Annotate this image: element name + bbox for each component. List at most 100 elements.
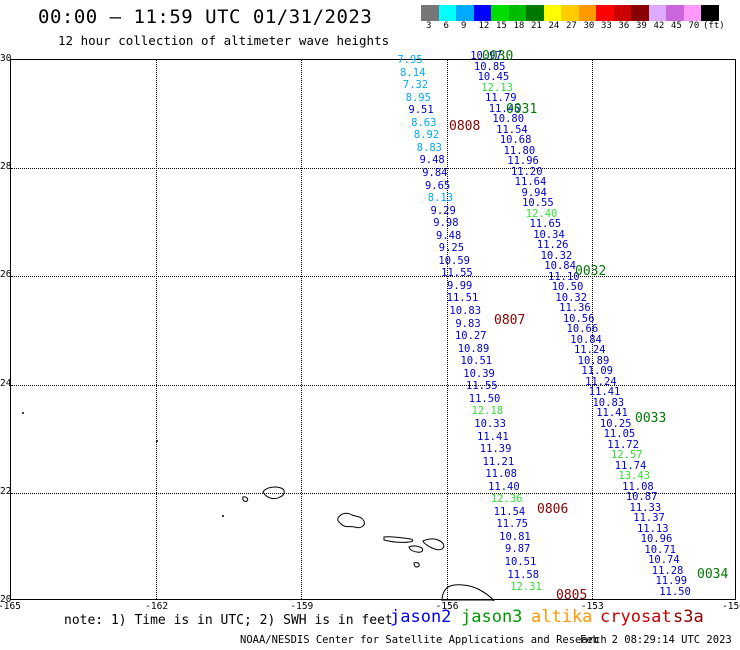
track-time-label: 0808 <box>449 119 481 134</box>
wave-height-value: 11.72 <box>607 438 639 451</box>
hawaii-islands-outline <box>22 412 495 601</box>
wave-height-value: 9.51 <box>408 104 434 117</box>
track-time-label: 0034 <box>697 567 729 582</box>
lat-label: 24 <box>0 377 12 389</box>
footer-credit: NOAA/NESDIS Center for Satellite Applica… <box>240 634 607 646</box>
wave-height-value: 11.75 <box>496 518 528 531</box>
legend-swatch <box>578 5 596 21</box>
legend-swatch <box>561 5 579 21</box>
wave-height-value: 7.32 <box>402 79 429 92</box>
wave-height-value: 10.45 <box>477 71 510 83</box>
wave-height-value: 10.68 <box>499 134 532 146</box>
lon-gridline <box>446 60 448 599</box>
legend-swatch <box>421 5 439 21</box>
wave-height-value: 10.81 <box>499 530 531 543</box>
wave-height-value: 8.83 <box>416 141 442 154</box>
lon-label: -165 <box>0 601 21 612</box>
legend-swatch <box>683 5 701 21</box>
wave-height-value: 11.20 <box>510 165 543 178</box>
wave-height-value: 11.54 <box>496 123 528 136</box>
lat-label: 22 <box>0 485 12 497</box>
wave-height-value: 7.95 <box>397 54 423 66</box>
legend-label: 18 <box>513 21 525 31</box>
wave-height-value: 11.58 <box>507 568 540 581</box>
wave-height-value: 11.80 <box>503 144 536 157</box>
wave-height-value: 11.08 <box>622 480 654 493</box>
wave-height-value: 11.79 <box>485 92 517 104</box>
lat-label: 28 <box>0 161 12 173</box>
wave-height-value: 11.24 <box>585 375 617 388</box>
wave-height-value: 10.87 <box>625 491 658 503</box>
wave-height-value: 9.94 <box>521 186 547 199</box>
wave-height-value: 9.25 <box>438 242 465 255</box>
track-time-label: 0031 <box>506 102 538 117</box>
legend-swatch <box>666 5 684 21</box>
wave-height-value: 10.59 <box>438 254 470 267</box>
legend-swatch <box>438 5 456 21</box>
lat-label: 26 <box>0 269 12 281</box>
wave-height-value: 9.48 <box>419 154 445 167</box>
wave-height-value: 9.83 <box>455 317 481 330</box>
lat-gridline <box>11 168 735 170</box>
wave-height-value: 10.84 <box>544 260 576 272</box>
color-scale-legend <box>421 5 719 21</box>
page-title: 00:00 — 11:59 UTC 01/31/2023 <box>38 6 373 28</box>
wave-height-value: 10.71 <box>644 543 676 556</box>
legend-label: 9 <box>461 21 467 31</box>
wave-height-value: 10.80 <box>492 113 525 125</box>
legend-swatch <box>508 5 526 21</box>
wave-height-value: 11.24 <box>573 344 606 356</box>
wave-height-value: 8.14 <box>400 66 426 79</box>
wave-height-value: 10.39 <box>463 367 495 380</box>
wave-height-value: 11.21 <box>482 455 515 468</box>
legend-swatch <box>701 5 719 21</box>
track-time-label: 0806 <box>537 502 569 517</box>
lon-gridline <box>591 60 593 599</box>
legend-swatch <box>491 5 509 21</box>
legend-swatch <box>543 5 561 21</box>
wave-height-value: 9.87 <box>505 543 531 556</box>
legend-label: 45 <box>671 21 682 31</box>
wave-height-value: 10.84 <box>570 333 602 346</box>
legend-swatch <box>456 5 474 21</box>
page-subtitle: 12 hour collection of altimeter wave hei… <box>58 33 390 48</box>
lat-gridline <box>11 492 735 494</box>
wave-height-value: 11.41 <box>596 407 628 419</box>
wave-height-value: 12.18 <box>471 405 504 418</box>
footer-timestamp: Feb 2 08:29:14 UTC 2023 <box>580 634 732 646</box>
legend-swatch <box>631 5 649 21</box>
wave-height-value: 10.85 <box>473 60 506 73</box>
wave-height-value: 10.34 <box>533 228 565 241</box>
wave-height-value: 11.37 <box>633 512 665 524</box>
wave-height-value: 12.57 <box>611 449 643 461</box>
wave-height-value: 11.50 <box>659 585 691 598</box>
wave-height-value: 11.41 <box>588 386 621 398</box>
mission-label-jason2: jason2 <box>390 607 452 627</box>
legend-label: 12 <box>478 21 490 31</box>
wave-height-value: 11.51 <box>446 292 479 305</box>
wave-height-value: 8.13 <box>427 192 454 205</box>
wave-height-value: 11.10 <box>548 270 580 283</box>
wave-height-value: 10.83 <box>592 396 625 409</box>
track-time-label: 0030 <box>482 49 514 64</box>
wave-height-value: 11.74 <box>614 459 647 472</box>
wave-height-value: 10.32 <box>540 249 573 262</box>
track-time-label: 0032 <box>575 264 607 279</box>
wave-height-value: 10.50 <box>551 281 584 293</box>
mission-label-s3a: s3a <box>673 607 704 627</box>
track-time-label: 0805 <box>556 588 588 603</box>
wave-height-value: 13.43 <box>618 470 651 482</box>
wave-height-value: 8.95 <box>405 91 431 104</box>
legend-label: 21 <box>531 21 542 31</box>
wave-height-value: 11.64 <box>514 176 547 188</box>
wave-height-value: 11.40 <box>488 480 520 493</box>
wave-height-value: 10.96 <box>640 533 673 545</box>
lat-gridline <box>11 276 735 278</box>
wave-height-value: 11.55 <box>441 267 473 280</box>
mission-label-jason3: jason3 <box>461 607 523 627</box>
wave-height-value: 11.33 <box>629 501 662 514</box>
wave-height-value: 10.74 <box>648 554 680 566</box>
wave-height-value: 10.32 <box>555 291 588 304</box>
wave-height-value: 9.65 <box>424 179 451 192</box>
